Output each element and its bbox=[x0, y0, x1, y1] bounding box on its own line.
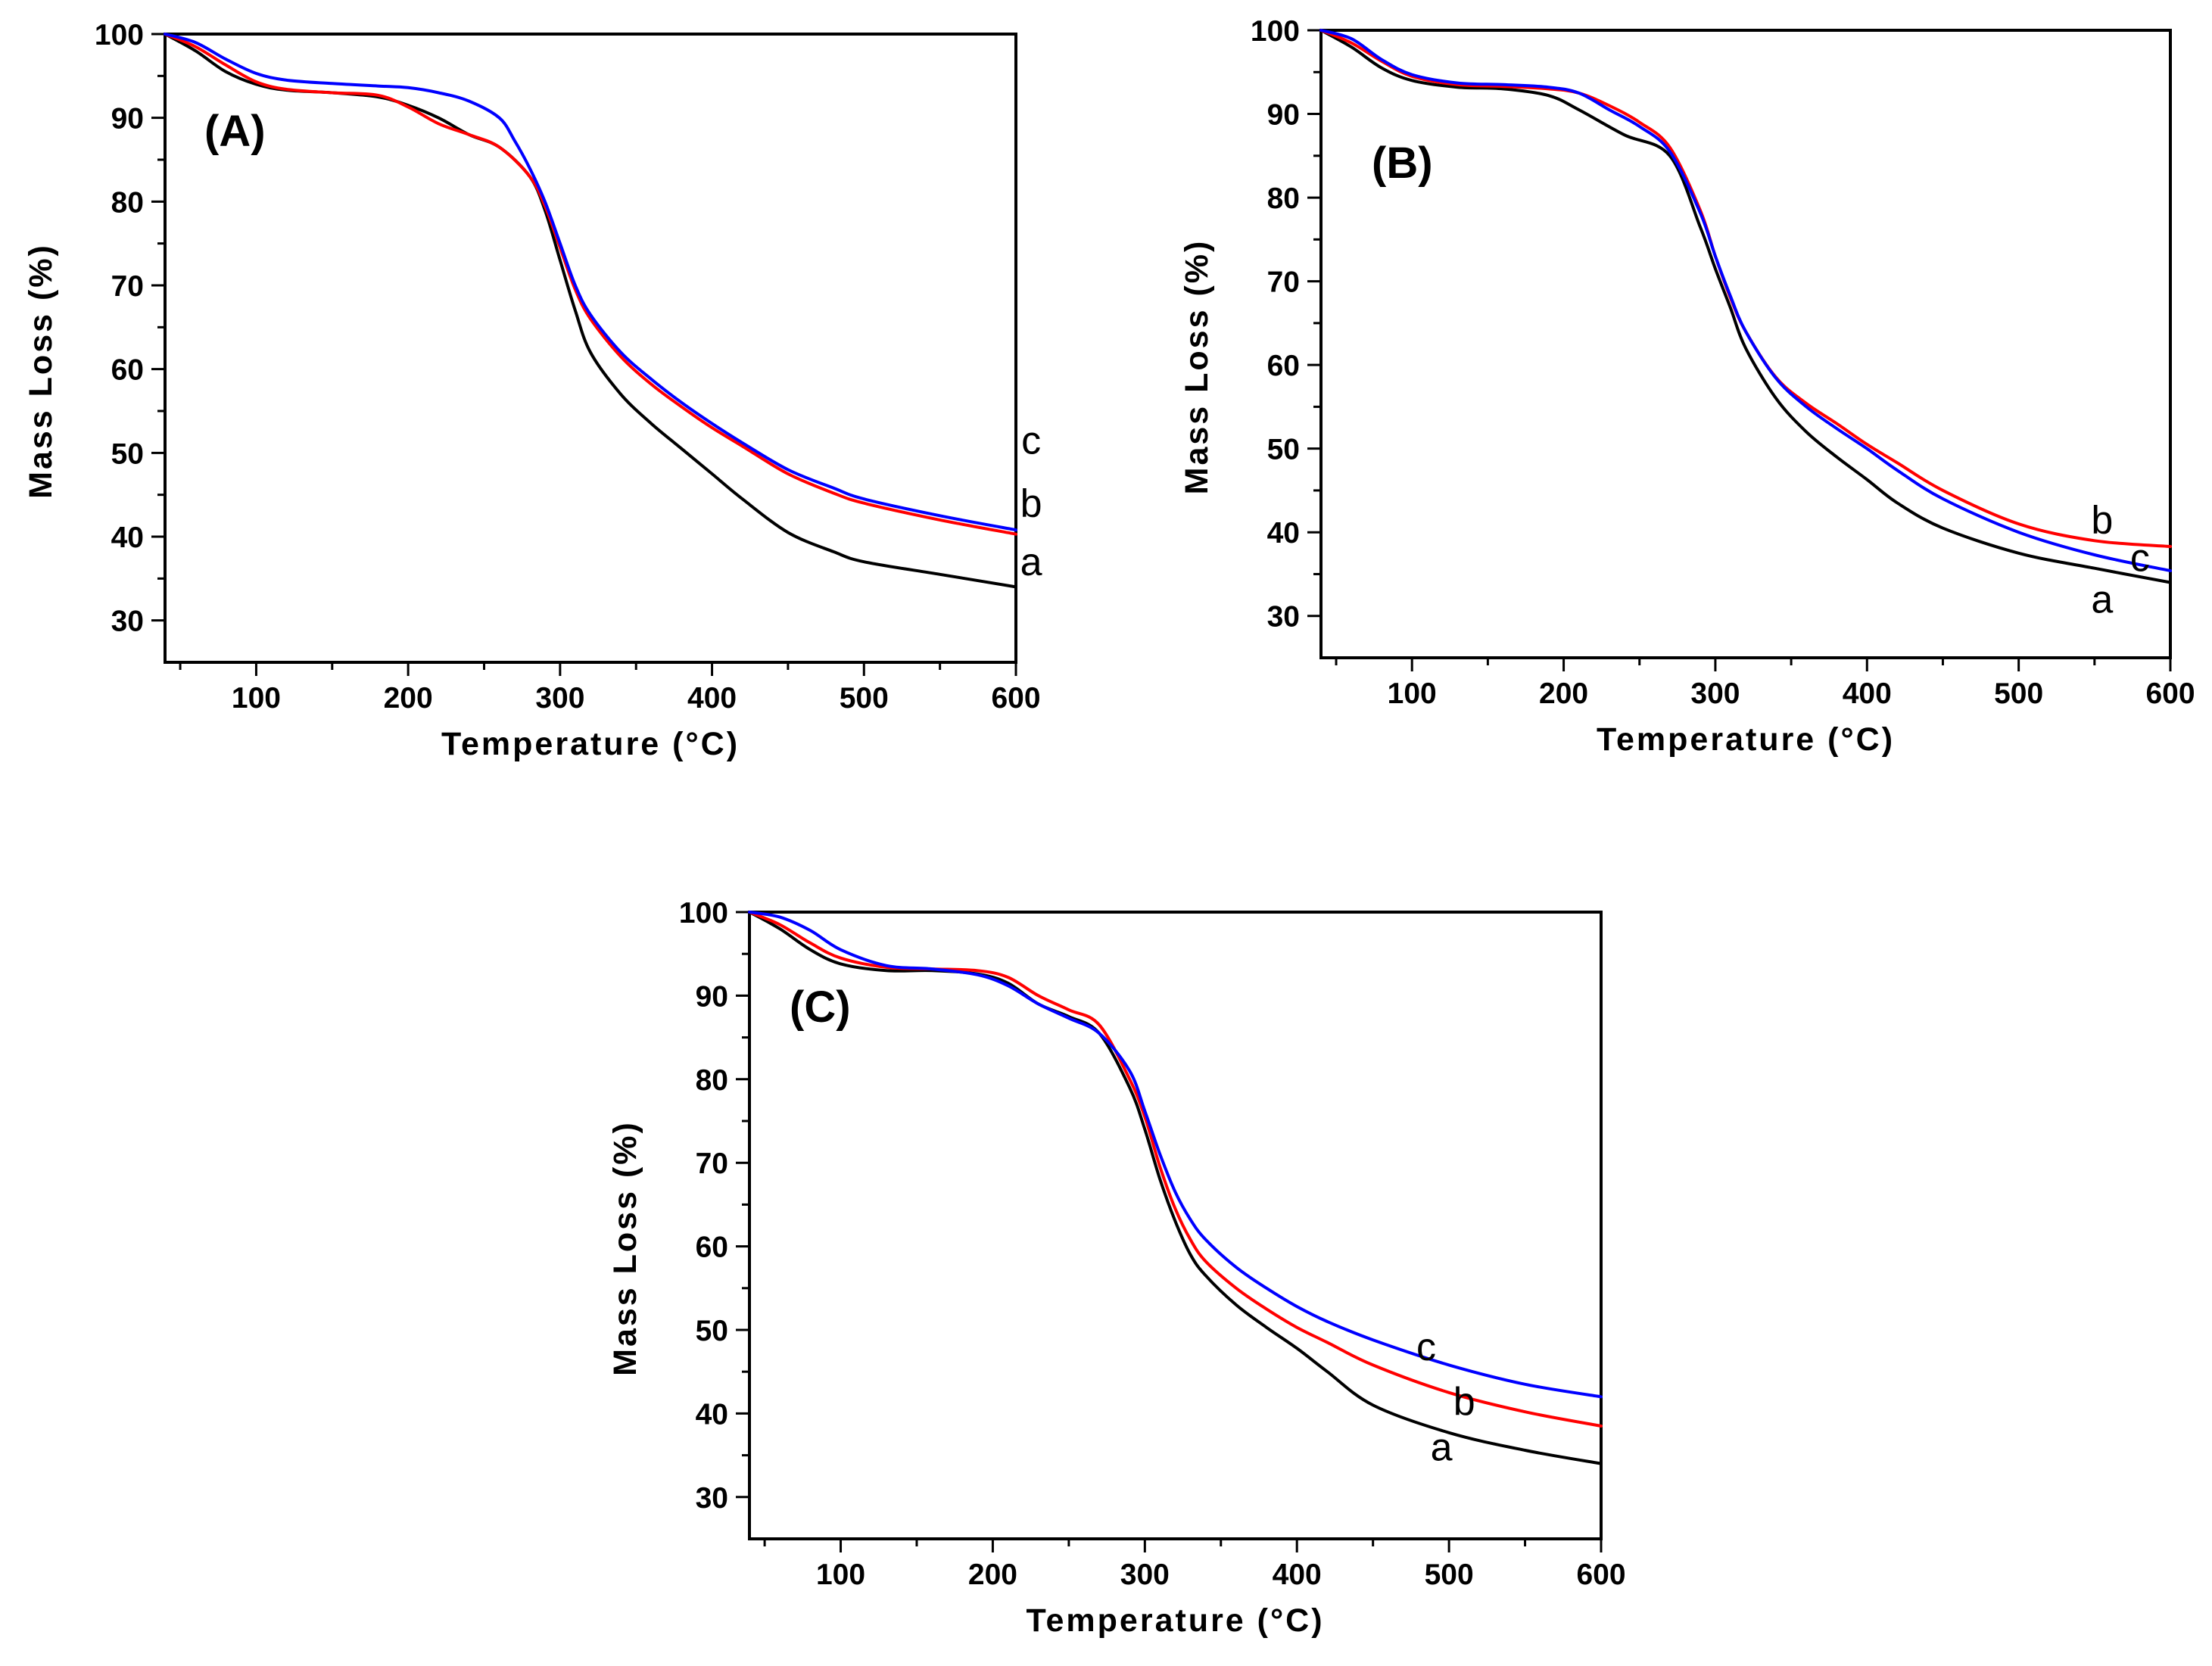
x-tick-label: 600 bbox=[1576, 1559, 1625, 1591]
y-tick-label: 40 bbox=[1267, 517, 1300, 550]
series-c-label: c bbox=[1021, 419, 1041, 463]
x-tick-label: 500 bbox=[840, 682, 889, 715]
y-tick-label: 90 bbox=[1267, 99, 1300, 132]
panel-b-chart: 100 200 300 400 500 600 30 40 50 60 70 80 90 100 Tempe… bbox=[1179, 15, 2195, 758]
y-tick-label: 70 bbox=[111, 270, 144, 303]
series-c-label: c bbox=[2130, 536, 2150, 580]
series-c-line bbox=[164, 33, 1017, 532]
x-tick-label: 100 bbox=[1388, 677, 1437, 710]
series-a-label: a bbox=[1020, 540, 1042, 584]
x-tick-label: 100 bbox=[232, 682, 281, 715]
y-tick-label: 90 bbox=[696, 980, 728, 1013]
panel-label: (B) bbox=[1372, 139, 1433, 188]
x-tick-label: 300 bbox=[1690, 677, 1740, 710]
series-a-label: a bbox=[1431, 1426, 1453, 1470]
x-axis-title: Temperature (°C) bbox=[1026, 1602, 1324, 1639]
y-tick-label: 60 bbox=[1267, 350, 1300, 382]
series-a-label: a bbox=[2091, 578, 2113, 622]
y-tick-label: 40 bbox=[696, 1398, 728, 1431]
x-tick-label: 400 bbox=[687, 682, 737, 715]
y-tick-label: 80 bbox=[696, 1064, 728, 1097]
series-c-label: c bbox=[1416, 1325, 1436, 1369]
y-tick-label: 100 bbox=[679, 897, 728, 930]
x-tick-label: 600 bbox=[2145, 677, 2195, 710]
x-axis-title: Temperature (°C) bbox=[1597, 721, 1895, 758]
x-tick-label: 200 bbox=[968, 1559, 1017, 1591]
x-tick-label: 400 bbox=[1843, 677, 1892, 710]
y-tick-label: 50 bbox=[111, 438, 144, 470]
x-tick-label: 200 bbox=[1539, 677, 1588, 710]
panel-label: (C) bbox=[790, 982, 851, 1032]
plot-frame bbox=[1319, 29, 2172, 659]
y-tick-label: 50 bbox=[696, 1315, 728, 1347]
x-tick-label: 400 bbox=[1273, 1559, 1322, 1591]
y-tick-label: 100 bbox=[1251, 15, 1300, 48]
y-tick-label: 70 bbox=[696, 1148, 728, 1180]
y-axis-title: Mass Loss (%) bbox=[607, 1120, 643, 1376]
x-tick-label: 200 bbox=[384, 682, 433, 715]
series-a-line bbox=[748, 911, 1603, 1465]
series-c-line bbox=[1319, 29, 2172, 572]
series-b-label: b bbox=[1453, 1380, 1475, 1424]
x-tick-label: 500 bbox=[1425, 1559, 1474, 1591]
y-tick-label: 80 bbox=[111, 186, 144, 219]
x-tick-label: 300 bbox=[535, 682, 584, 715]
plot-frame bbox=[748, 911, 1603, 1540]
series-a-line bbox=[1319, 29, 2172, 584]
x-tick-label: 600 bbox=[991, 682, 1040, 715]
y-tick-label: 100 bbox=[95, 19, 144, 51]
series-b-label: b bbox=[1020, 482, 1042, 526]
y-tick-label: 60 bbox=[111, 354, 144, 387]
plot-frame bbox=[164, 33, 1017, 664]
y-axis-title: Mass Loss (%) bbox=[1179, 239, 1215, 495]
y-tick-label: 40 bbox=[111, 522, 144, 554]
x-tick-label: 100 bbox=[816, 1559, 865, 1591]
x-tick-label: 300 bbox=[1120, 1559, 1170, 1591]
y-tick-label: 80 bbox=[1267, 182, 1300, 215]
series-b-label: b bbox=[2091, 499, 2113, 543]
y-axis-title: Mass Loss (%) bbox=[23, 243, 59, 499]
y-tick-label: 30 bbox=[1267, 601, 1300, 634]
y-tick-label: 90 bbox=[111, 103, 144, 135]
panel-label: (A) bbox=[204, 107, 266, 156]
x-axis-title: Temperature (°C) bbox=[441, 726, 740, 762]
series-c-line bbox=[748, 911, 1603, 1399]
y-tick-label: 30 bbox=[111, 606, 144, 638]
panel-a-chart: 100 200 300 400 500 600 30 40 50 60 70 80 90 100 Tempe… bbox=[23, 19, 1042, 762]
y-tick-label: 70 bbox=[1267, 266, 1300, 299]
panel-c-chart: 100 200 300 400 500 600 30 40 50 60 70 80 90 100 Tempe… bbox=[607, 897, 1626, 1639]
y-tick-label: 60 bbox=[696, 1232, 728, 1264]
y-tick-label: 30 bbox=[696, 1482, 728, 1515]
x-tick-label: 500 bbox=[1994, 677, 2043, 710]
y-tick-label: 50 bbox=[1267, 434, 1300, 466]
